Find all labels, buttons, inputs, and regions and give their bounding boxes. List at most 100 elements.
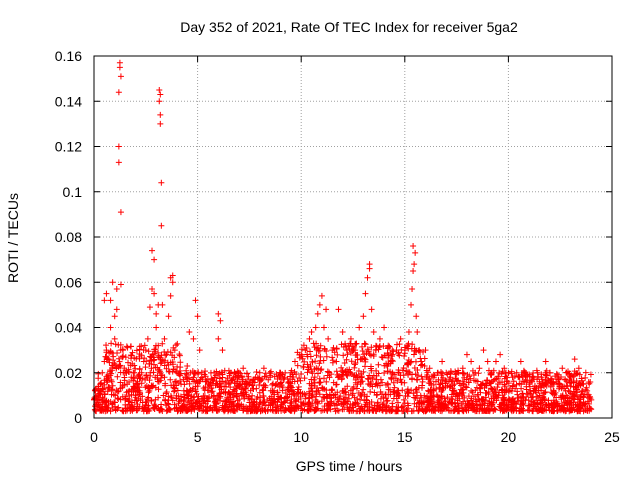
roti-point [312, 397, 319, 404]
roti-point [134, 407, 141, 414]
y-tick-label: 0.02 [55, 365, 82, 381]
roti-point [232, 408, 239, 415]
roti-point [415, 408, 422, 415]
roti-point [413, 386, 420, 393]
roti-point [530, 388, 537, 395]
roti-point [567, 390, 574, 397]
roti-point [517, 358, 524, 365]
roti-point [439, 380, 446, 387]
roti-point [526, 381, 533, 388]
roti-point [354, 352, 361, 359]
roti-point [491, 406, 498, 413]
roti-point [559, 393, 566, 400]
roti-point [249, 377, 256, 384]
roti-point [126, 387, 133, 394]
roti-point [352, 359, 359, 366]
roti-point [97, 407, 104, 414]
roti-point [505, 380, 512, 387]
roti-point [572, 392, 579, 399]
roti-point [483, 377, 490, 384]
roti-point [538, 399, 545, 406]
roti-point [570, 378, 577, 385]
roti-point [559, 404, 566, 411]
roti-point [559, 365, 566, 372]
roti-point [103, 290, 110, 297]
roti-point [306, 335, 313, 342]
roti-point [215, 406, 222, 413]
roti-point [473, 402, 480, 409]
roti-point [108, 391, 115, 398]
roti-point [538, 374, 545, 381]
roti-point [459, 404, 466, 411]
roti-point [287, 373, 294, 380]
roti-point [545, 402, 552, 409]
roti-point [152, 374, 159, 381]
roti-point [506, 396, 513, 403]
roti-point [259, 386, 266, 393]
roti-point [97, 380, 104, 387]
roti-point [430, 392, 437, 399]
roti-point [467, 397, 474, 404]
roti-point [211, 399, 218, 406]
roti-point [153, 324, 160, 331]
roti-point [115, 143, 122, 150]
roti-point [491, 376, 498, 383]
roti-point [499, 408, 506, 415]
roti-point [161, 335, 168, 342]
roti-point [488, 395, 495, 402]
roti-point [354, 381, 361, 388]
roti-point [395, 387, 402, 394]
roti-point [145, 402, 152, 409]
roti-point [290, 374, 297, 381]
roti-point [344, 398, 351, 405]
roti-point [306, 348, 313, 355]
roti-point [245, 373, 252, 380]
roti-point [253, 403, 260, 410]
roti-point [295, 404, 302, 411]
roti-point [279, 387, 286, 394]
roti-point [446, 398, 453, 405]
roti-point [338, 364, 345, 371]
roti-point [162, 397, 169, 404]
roti-point [177, 393, 184, 400]
roti-point [496, 403, 503, 410]
roti-point [343, 356, 350, 363]
roti-point [316, 360, 323, 367]
roti-point [215, 310, 222, 317]
roti-point [401, 347, 408, 354]
roti-point [349, 390, 356, 397]
roti-point [226, 372, 233, 379]
data-points [91, 59, 595, 415]
roti-point [369, 407, 376, 414]
roti-point [116, 64, 123, 71]
roti-point [405, 345, 412, 352]
roti-point [268, 399, 275, 406]
roti-point [111, 313, 118, 320]
roti-point [278, 401, 285, 408]
roti-point [412, 249, 419, 256]
x-tick-label: 5 [194, 429, 202, 445]
roti-point [124, 344, 131, 351]
roti-point [337, 400, 344, 407]
roti-point [448, 407, 455, 414]
roti-point [558, 396, 565, 403]
roti-point [116, 362, 123, 369]
roti-point [184, 362, 191, 369]
roti-point [129, 360, 136, 367]
roti-point [100, 407, 107, 414]
roti-point [475, 395, 482, 402]
roti-point [430, 374, 437, 381]
roti-point [367, 352, 374, 359]
roti-point [161, 374, 168, 381]
roti-point [521, 369, 528, 376]
roti-point [472, 387, 479, 394]
roti-point [382, 352, 389, 359]
roti-point [134, 373, 141, 380]
roti-point [365, 376, 372, 383]
roti-point [305, 407, 312, 414]
roti-point [414, 367, 421, 374]
roti-point [509, 374, 516, 381]
roti-point [171, 385, 178, 392]
roti-point [487, 370, 494, 377]
roti-point [320, 324, 327, 331]
